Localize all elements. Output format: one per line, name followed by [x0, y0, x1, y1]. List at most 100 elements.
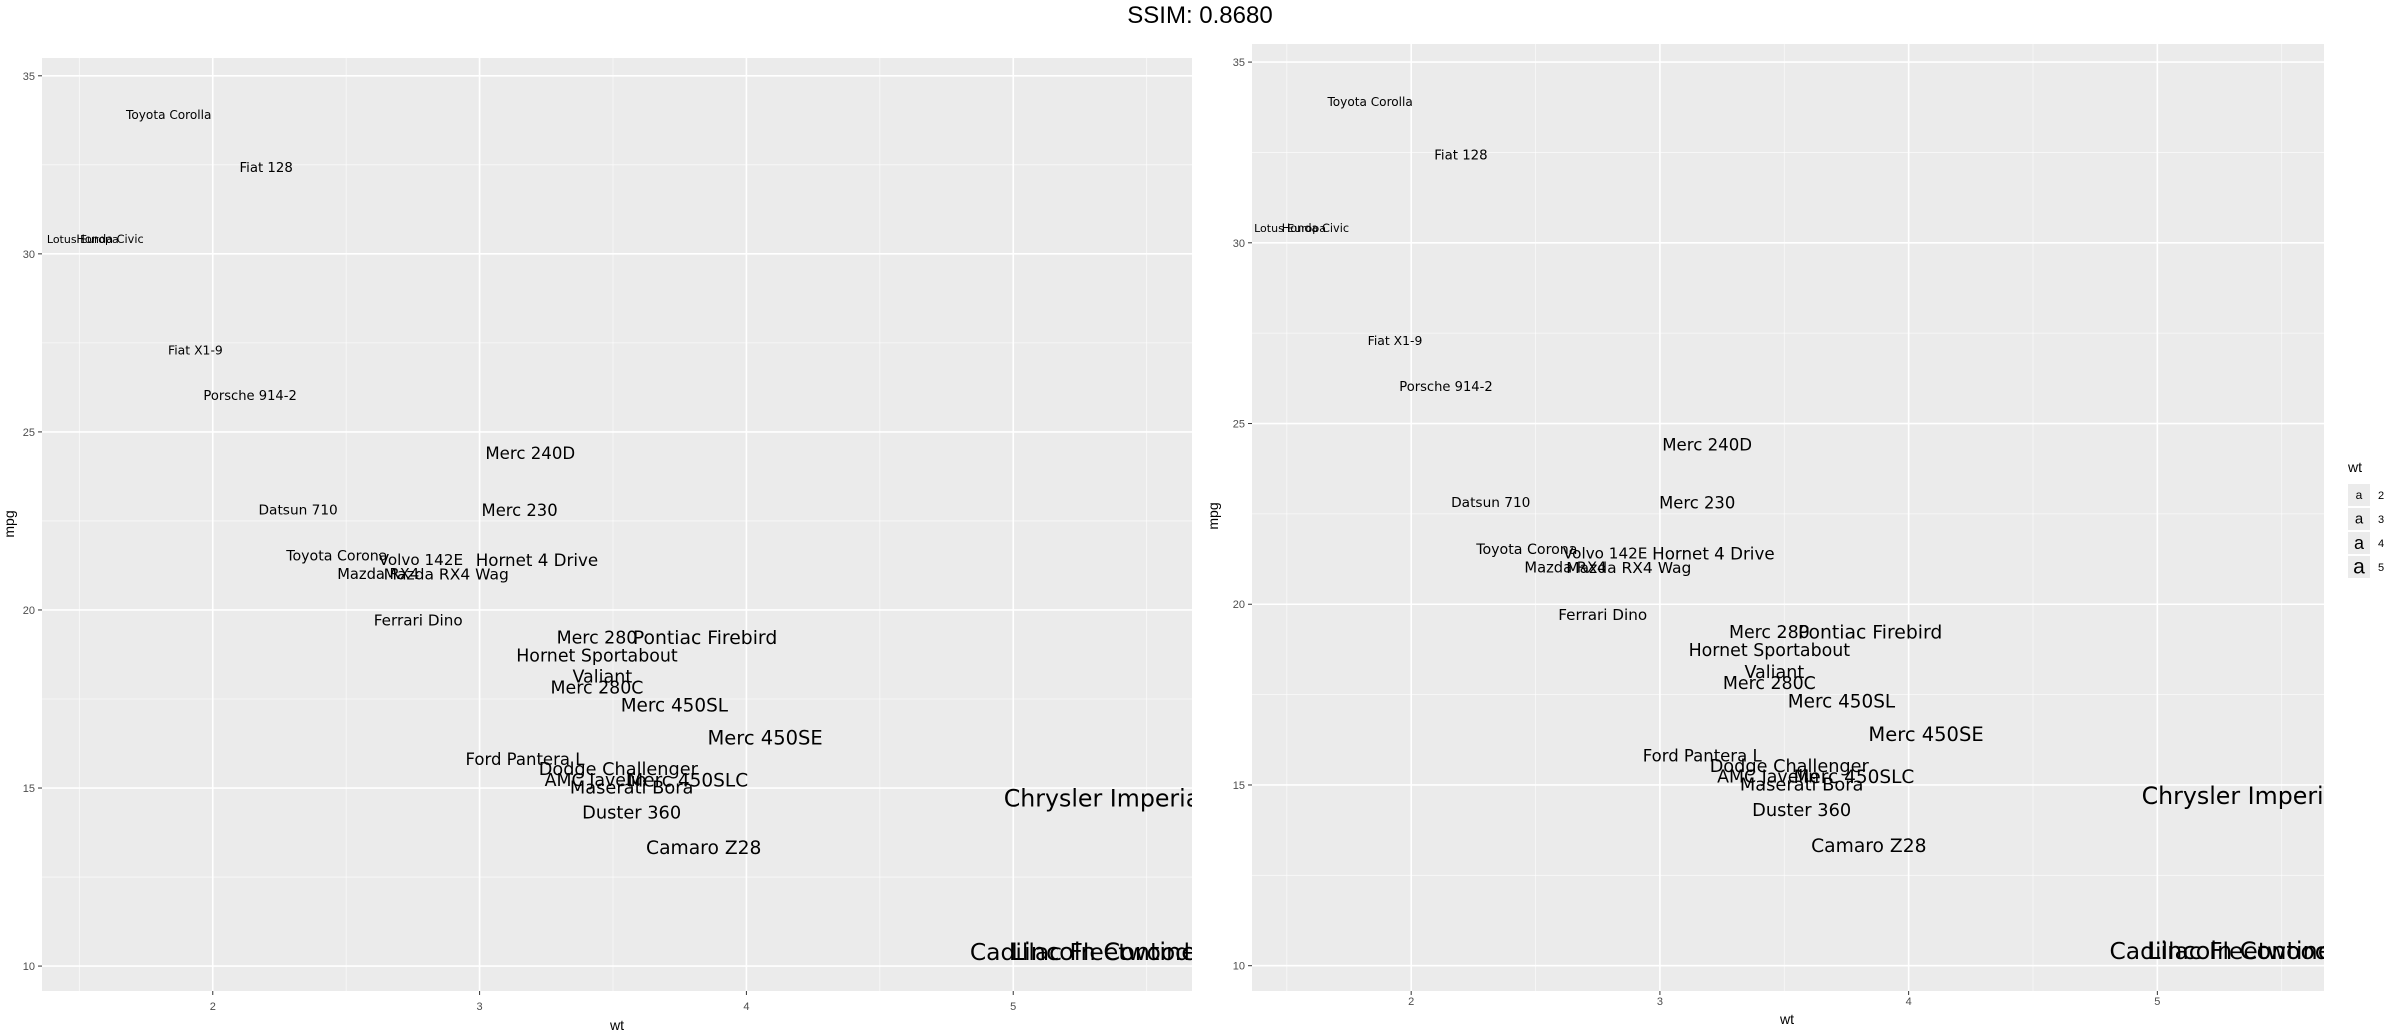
point-label: Hornet 4 Drive: [1652, 544, 1774, 564]
legend-key: [2348, 556, 2370, 578]
legend-label: 3: [2378, 514, 2384, 526]
plot-panel: [1252, 44, 2324, 991]
point-label: Cadillac Fleetwood: [2109, 937, 2329, 965]
point-label: Merc 230: [1659, 494, 1735, 513]
point-label: Maserati Bora: [570, 778, 694, 799]
point-label: Porsche 914-2: [1399, 380, 1492, 395]
point-label: Toyota Corolla: [1326, 95, 1412, 109]
legend-label: 2: [2378, 490, 2384, 502]
legend-key: [2348, 532, 2370, 554]
point-label: Honda Civic: [1282, 222, 1349, 235]
y-tick-label: 20: [1233, 599, 1245, 611]
y-axis-title: mpg: [1205, 502, 1221, 529]
x-tick-label: 2: [210, 1001, 216, 1013]
point-label: Merc 280: [557, 628, 638, 648]
point-label: Fiat X1-9: [168, 343, 223, 358]
point-label: Honda Civic: [76, 233, 143, 246]
point-label: Volvo 142E: [1563, 545, 1647, 563]
point-label: Hornet 4 Drive: [476, 550, 598, 570]
point-label: Merc 450SLC: [1793, 767, 1914, 788]
point-label: Ferrari Dino: [1558, 606, 1647, 624]
point-label: Hornet Sportabout: [1689, 641, 1851, 661]
point-label: Merc 280C: [551, 678, 644, 698]
point-label: Dodge Challenger: [539, 760, 699, 780]
point-label: Mazda RX4 Wag: [1566, 559, 1691, 577]
y-tick-label: 20: [23, 605, 35, 617]
x-tick-label: 3: [1657, 996, 1663, 1008]
point-label: Hornet Sportabout: [516, 646, 678, 666]
x-axis-title: wt: [609, 1017, 624, 1033]
legend-title: wt: [2347, 459, 2362, 475]
point-label: Merc 450SE: [1868, 723, 1983, 746]
point-label: Fiat 128: [1434, 149, 1487, 164]
point-label: Ford Pantera L: [1643, 747, 1763, 766]
point-label: Merc 450SL: [1788, 691, 1896, 712]
plot-panel: [42, 58, 1192, 991]
y-tick-label: 35: [1233, 57, 1245, 69]
legend-key: [2348, 508, 2370, 530]
point-label: Ford Pantera L: [465, 750, 585, 769]
y-tick-label: 10: [23, 961, 35, 973]
point-label: Cadillac Fleetwood: [970, 938, 1190, 966]
point-label: Valiant: [1744, 663, 1804, 683]
point-label: Lincoln Continental: [1011, 938, 1242, 966]
point-label: Mazda RX4: [1524, 560, 1606, 577]
legend-key-glyph: a: [2353, 556, 2365, 579]
y-tick-label: 10: [1233, 961, 1245, 973]
point-label: Merc 450SL: [621, 696, 729, 717]
point-label: Fiat X1-9: [1368, 333, 1423, 348]
point-label: Merc 230: [482, 501, 558, 520]
point-label: Merc 280C: [1723, 674, 1816, 694]
point-label: Pontiac Firebird: [633, 628, 777, 649]
point-label: Porsche 914-2: [203, 389, 296, 404]
point-label: Datsun 710: [259, 502, 338, 518]
x-tick-label: 5: [2154, 996, 2160, 1008]
x-tick-label: 3: [477, 1001, 483, 1013]
point-label: Merc 240D: [485, 444, 575, 463]
y-tick-label: 30: [23, 249, 35, 261]
point-label: Dodge Challenger: [1710, 757, 1870, 777]
y-axis-title: mpg: [1, 510, 17, 537]
legend-key-glyph: a: [2356, 488, 2363, 502]
point-label: Merc 240D: [1662, 436, 1752, 455]
y-tick-label: 15: [1233, 780, 1245, 792]
legend-key: [2348, 484, 2370, 506]
y-tick-label: 15: [23, 783, 35, 795]
point-label: Chrysler Imperial: [1004, 785, 1207, 813]
y-tick-label: 25: [23, 427, 35, 439]
point-label: Ferrari Dino: [374, 612, 463, 630]
point-label: Volvo 142E: [379, 551, 463, 569]
point-label: Lotus Europa: [47, 233, 119, 246]
y-tick-label: 25: [1233, 419, 1245, 431]
x-tick-label: 4: [1906, 996, 1912, 1008]
point-label: Toyota Corona: [1475, 542, 1577, 558]
x-axis-title: wt: [1779, 1011, 1794, 1027]
point-label: Datsun 710: [1451, 495, 1530, 511]
legend-key-glyph: a: [2355, 511, 2364, 528]
point-label: Camaro Z28: [1811, 836, 1926, 857]
point-label: Valiant: [572, 668, 632, 688]
legend-key-glyph: a: [2354, 533, 2365, 553]
y-tick-label: 35: [23, 71, 35, 83]
figure-title: SSIM: 0.8680: [1127, 2, 1273, 29]
point-label: AMC Javelin: [1717, 768, 1819, 788]
point-label: Duster 360: [582, 802, 681, 823]
point-label: Duster 360: [1752, 800, 1851, 821]
point-label: AMC Javelin: [545, 771, 647, 791]
x-tick-label: 4: [743, 1001, 749, 1013]
point-label: Camaro Z28: [646, 838, 761, 859]
y-tick-label: 30: [1233, 238, 1245, 250]
point-label: Toyota Corona: [285, 549, 387, 565]
point-label: Lotus Europa: [1254, 222, 1326, 235]
point-label: Merc 280: [1729, 623, 1810, 643]
legend-label: 4: [2378, 538, 2384, 550]
legend-label: 5: [2378, 562, 2384, 574]
point-label: Maserati Bora: [1740, 774, 1864, 795]
x-tick-label: 5: [1010, 1001, 1016, 1013]
legend: wt a 2 a 3 a 4 a 5: [2347, 459, 2384, 579]
